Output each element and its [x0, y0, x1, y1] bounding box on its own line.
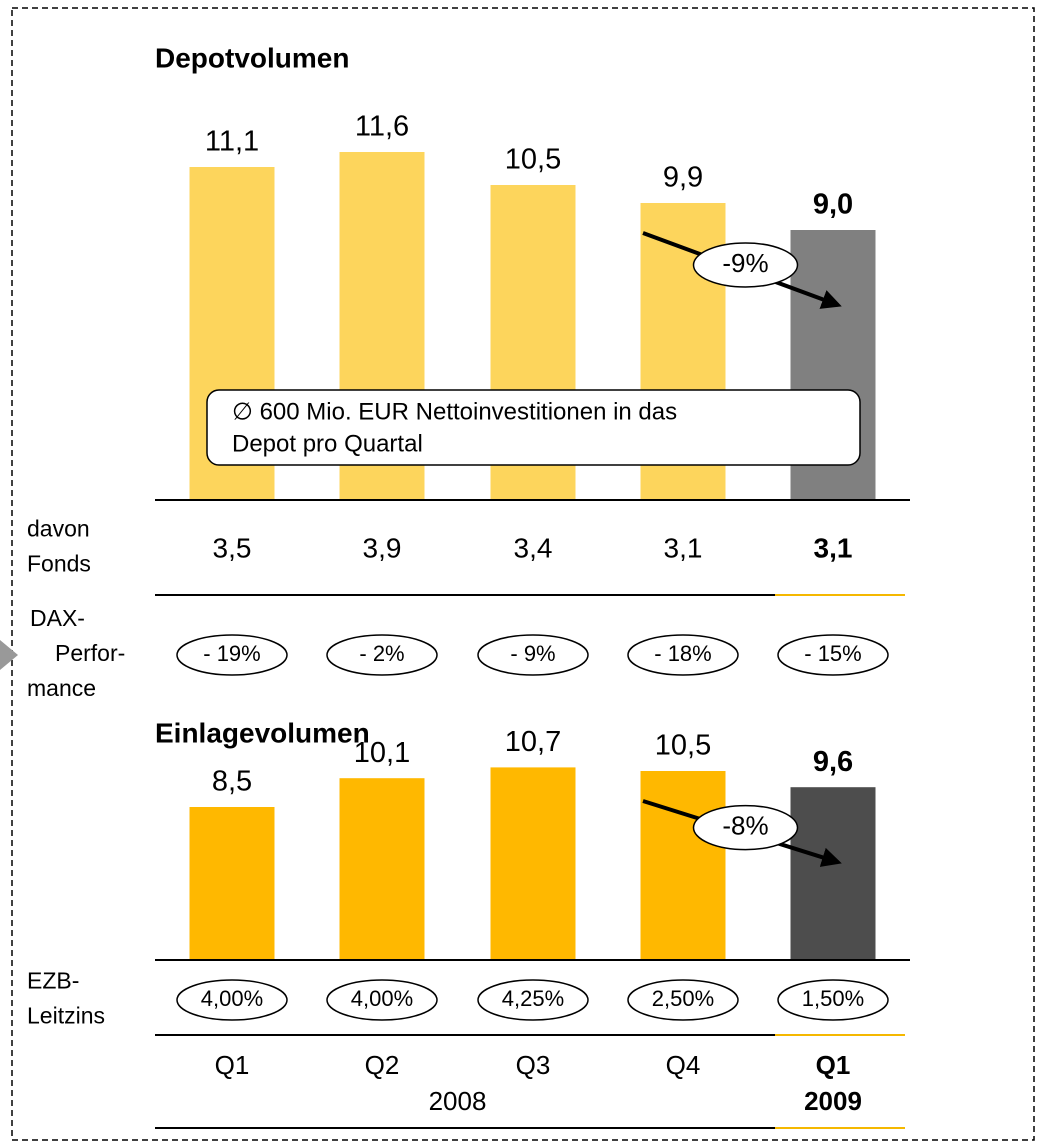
- row-oval: [326, 979, 438, 1021]
- row-value: 3,1: [814, 532, 853, 563]
- chart-title: Einlagevolumen: [155, 717, 370, 748]
- row-label: Perfor-: [55, 640, 125, 666]
- bar: [790, 787, 876, 960]
- bar: [490, 767, 576, 960]
- x-tick-label: Q1: [816, 1050, 851, 1080]
- value-label: 11,6: [355, 111, 409, 143]
- row-oval: [627, 634, 739, 676]
- value-label: 11,1: [205, 126, 259, 158]
- row-value: - 19%: [203, 641, 260, 666]
- x-tick-label: Q4: [666, 1050, 701, 1080]
- note-box: [206, 389, 861, 466]
- bar: [189, 807, 275, 960]
- row-oval: [627, 979, 739, 1021]
- value-label: 10,7: [505, 726, 561, 758]
- note-text: Depot pro Quartal: [232, 430, 423, 457]
- row-oval: [176, 634, 288, 676]
- row-label: mance: [27, 675, 96, 701]
- row-oval: [326, 634, 438, 676]
- row-value: 4,25%: [502, 986, 564, 1011]
- row-value: - 9%: [510, 641, 555, 666]
- row-value: 4,00%: [201, 986, 263, 1011]
- frame: [11, 7, 1035, 1141]
- row-oval: [777, 979, 889, 1021]
- change-oval: [692, 242, 799, 288]
- change-label: -9%: [722, 248, 768, 278]
- value-label: 9,9: [663, 162, 703, 194]
- row-label: EZB-: [27, 968, 79, 994]
- row-value: 3,5: [213, 532, 252, 563]
- row-value: - 18%: [654, 641, 711, 666]
- row-value: 4,00%: [351, 986, 413, 1011]
- row-oval: [777, 634, 889, 676]
- change-oval: [692, 804, 799, 851]
- row-label: Fonds: [27, 551, 91, 577]
- note-text: ∅ 600 Mio. EUR Nettoinvestitionen in das: [232, 398, 677, 425]
- row-value: 3,1: [664, 532, 703, 563]
- row-value: 2,50%: [652, 986, 714, 1011]
- value-label: 8,5: [212, 766, 252, 798]
- value-label: 9,0: [813, 189, 853, 221]
- bar: [339, 778, 425, 960]
- row-value: - 15%: [804, 641, 861, 666]
- row-label: DAX-: [30, 605, 85, 631]
- row-label: Leitzins: [27, 1003, 105, 1029]
- value-label: 10,1: [354, 737, 410, 769]
- row-label: davon: [27, 516, 90, 542]
- row-oval: [477, 634, 589, 676]
- x-tick-label: Q3: [516, 1050, 551, 1080]
- year-label: 2009: [804, 1086, 862, 1116]
- x-tick-label: Q2: [365, 1050, 400, 1080]
- bar: [640, 771, 726, 960]
- value-label: 10,5: [655, 730, 711, 762]
- row-value: 3,9: [363, 532, 402, 563]
- pointer: [0, 640, 18, 670]
- row-value: 1,50%: [802, 986, 864, 1011]
- x-tick-label: Q1: [215, 1050, 250, 1080]
- change-label: -8%: [722, 810, 768, 840]
- row-oval: [176, 979, 288, 1021]
- value-label: 9,6: [813, 746, 853, 778]
- row-value: - 2%: [359, 641, 404, 666]
- row-oval: [477, 979, 589, 1021]
- year-label: 2008: [429, 1086, 487, 1116]
- value-label: 10,5: [505, 144, 561, 176]
- row-value: 3,4: [514, 532, 553, 563]
- chart-title: Depotvolumen: [155, 42, 349, 73]
